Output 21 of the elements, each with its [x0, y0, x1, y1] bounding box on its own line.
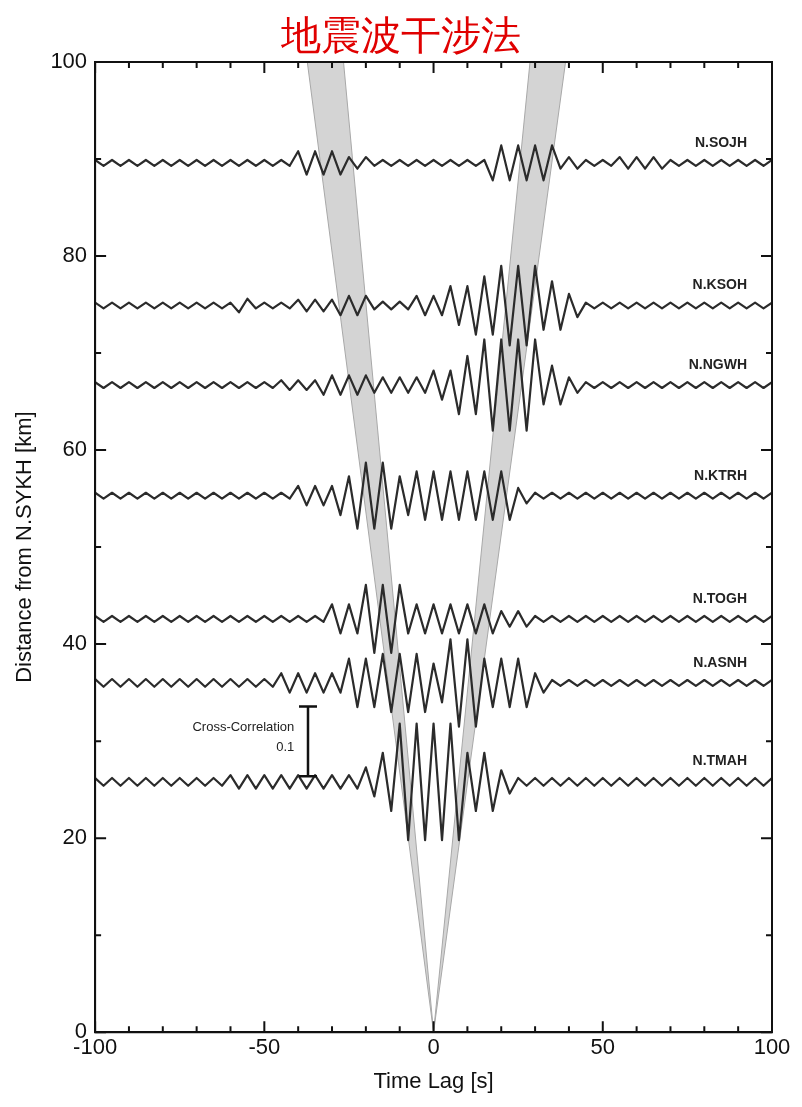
- series-label: N.KSOH: [692, 276, 747, 293]
- y-tick-label: 60: [62, 436, 88, 462]
- x-tick-label: -50: [248, 1034, 281, 1060]
- y-tick-label: 20: [62, 824, 88, 850]
- x-axis-title: Time Lag [s]: [373, 1067, 494, 1093]
- series-label: N.TOGH: [692, 589, 747, 606]
- x-tick-label: 0: [427, 1034, 440, 1060]
- y-axis-title: Distance from N.SYKH [km]: [11, 411, 37, 683]
- series-label: N.TMAH: [692, 751, 747, 768]
- series-label: N.NGWH: [688, 356, 747, 373]
- chart-title: 地震波干涉法: [281, 12, 521, 58]
- series-label: N.SOJH: [694, 133, 747, 150]
- series-label: N.KTRH: [694, 466, 747, 483]
- series-label: N.ASNH: [693, 653, 747, 670]
- annotation: 0.1: [276, 739, 295, 755]
- y-tick-label: 40: [62, 630, 88, 656]
- x-tick-label: 50: [590, 1034, 616, 1060]
- y-tick-label: 80: [62, 242, 88, 268]
- y-tick-label: 100: [50, 48, 88, 74]
- x-tick-label: 100: [753, 1034, 791, 1060]
- annotation: Cross-Correlation: [192, 719, 295, 735]
